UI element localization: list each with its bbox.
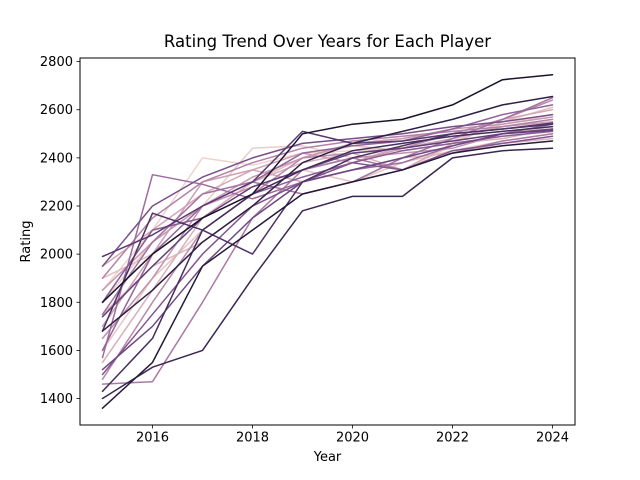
series-line-player-24 bbox=[101, 125, 554, 393]
series-line-player-16 bbox=[101, 104, 554, 352]
x-tick-label: 2022 bbox=[436, 431, 469, 446]
series-line-player-19 bbox=[101, 113, 554, 267]
series-line-player-13 bbox=[101, 133, 554, 385]
series-line-player-18 bbox=[101, 135, 554, 376]
series-line-player-27 bbox=[101, 140, 554, 409]
series-line-player-28 bbox=[101, 74, 554, 304]
plot-border bbox=[79, 57, 576, 426]
series-line-player-11 bbox=[101, 99, 554, 381]
y-tick-label: 2400 bbox=[40, 151, 73, 166]
y-tick-label: 2800 bbox=[40, 55, 73, 70]
x-tick-label: 2024 bbox=[536, 431, 569, 446]
x-tick-label: 2016 bbox=[136, 431, 169, 446]
series-line-player-20 bbox=[101, 128, 554, 371]
y-tick-label: 1600 bbox=[40, 344, 73, 359]
series-lines bbox=[101, 74, 554, 409]
y-axis-label: Rating bbox=[19, 221, 34, 263]
x-axis-label: Year bbox=[313, 450, 342, 465]
x-axis-ticks: 2016 2018 2020 2022 2024 bbox=[136, 425, 569, 446]
y-tick-label: 1400 bbox=[40, 392, 73, 407]
x-tick-label: 2018 bbox=[236, 431, 269, 446]
y-tick-label: 2600 bbox=[40, 103, 73, 118]
y-tick-label: 1800 bbox=[40, 296, 73, 311]
y-axis-ticks: 1400 1600 1800 2000 2200 2400 2600 2800 bbox=[40, 55, 80, 407]
series-line-player-26 bbox=[101, 95, 554, 332]
series-line-player-25 bbox=[101, 147, 554, 400]
y-tick-label: 2200 bbox=[40, 200, 73, 215]
series-line-player-23 bbox=[101, 123, 554, 332]
series-line-player-21 bbox=[101, 129, 554, 318]
series-line-player-12 bbox=[101, 118, 554, 279]
y-tick-label: 2000 bbox=[40, 248, 73, 263]
x-tick-label: 2020 bbox=[336, 431, 369, 446]
chart-title: Rating Trend Over Years for Each Player bbox=[164, 32, 491, 51]
